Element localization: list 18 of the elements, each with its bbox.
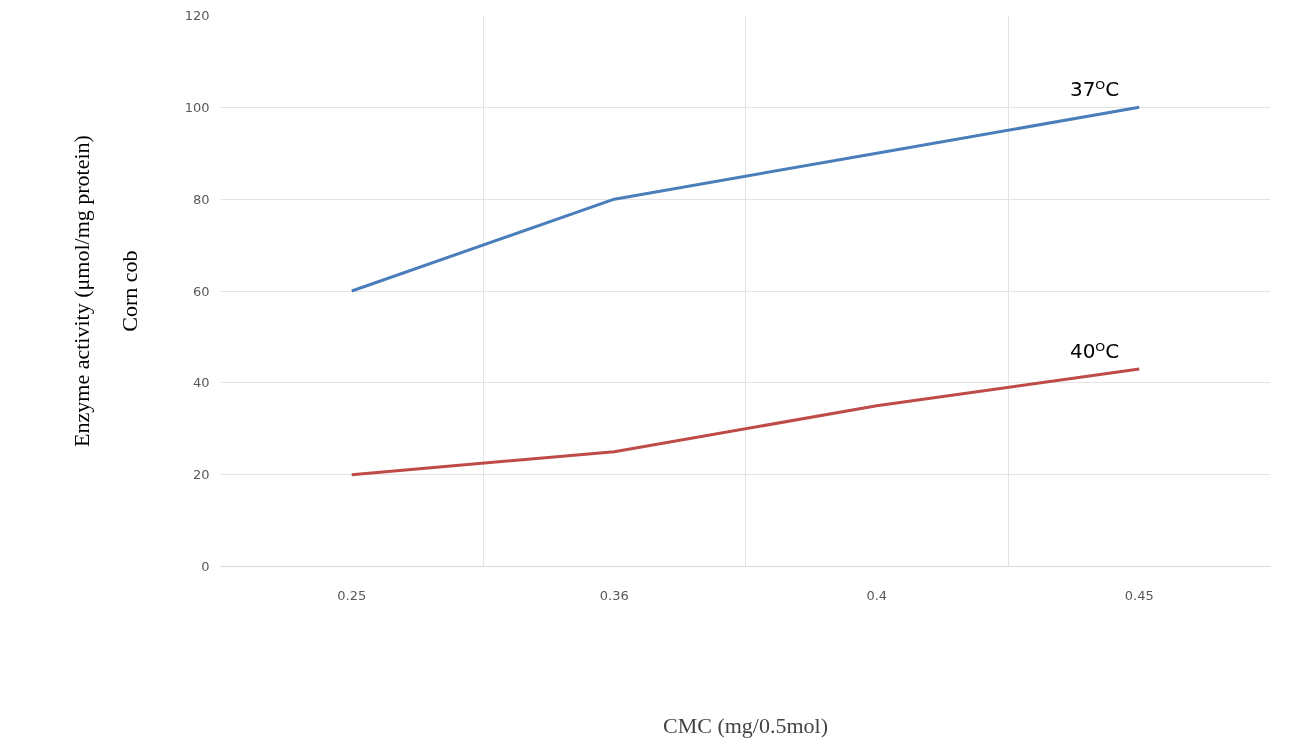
series-label: 40ᴼC: [1069, 339, 1120, 364]
text: Enzyme activity (μmol/mg protein): [68, 135, 94, 447]
series-label: 37ᴼC: [1069, 77, 1120, 102]
x-axis-title: CMC (mg/0.5mol): [662, 712, 829, 738]
line-series: [350, 105, 1141, 293]
y-tick-label: 100: [184, 99, 210, 115]
y-tick-label: 20: [192, 467, 210, 483]
line-series: [350, 367, 1141, 477]
x-tick-label: 0.45: [1124, 587, 1154, 603]
x-tick-label: 0.36: [599, 587, 629, 603]
x-tick-label: 0.4: [866, 587, 888, 603]
y-tick-label: 60: [192, 283, 210, 299]
x-tick-label: 0.25: [337, 587, 367, 603]
y-tick-label: 40: [192, 375, 210, 391]
y-tick-label: 0: [201, 559, 210, 574]
y-tick-label: 120: [184, 8, 210, 23]
y-tick-label: 80: [192, 191, 210, 207]
y-axis-title: Corn cob: [116, 250, 142, 332]
